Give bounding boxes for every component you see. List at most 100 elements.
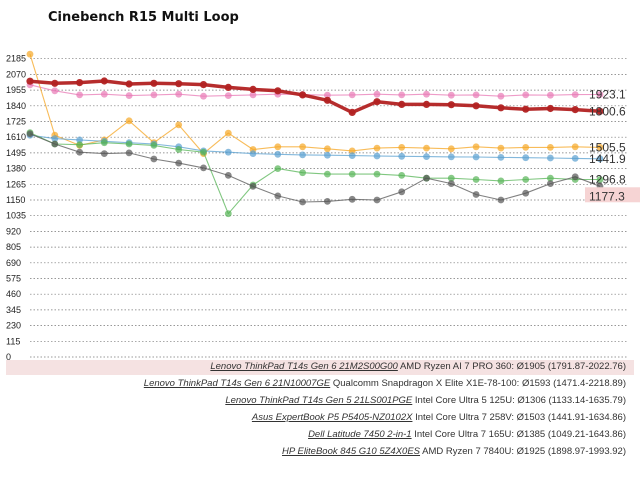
chart: Cinebench R15 Multi Loop 0 115 230 345 460 57…: [6, 10, 640, 362]
y-axis-ticks: 0 115 230 345 460 575 690 805 920 1035 1150 1265 138…: [6, 54, 26, 362]
data-point: [571, 143, 579, 151]
data-point: [100, 150, 108, 158]
legend-name[interactable]: Dell Latitude 7450 2-in-1: [308, 429, 412, 440]
y-tick-label: 115: [6, 336, 20, 346]
data-point: [249, 182, 257, 190]
y-tick-label: 805: [6, 242, 21, 252]
data-point: [522, 91, 530, 99]
y-tick-label: 690: [6, 258, 21, 268]
legend-summary: Ø1593 (1471.4-2218.89): [521, 378, 626, 389]
data-point: [522, 176, 530, 183]
data-point: [348, 170, 356, 178]
legend-item[interactable]: Asus ExpertBook P5 P5405-NZ0102X Intel C…: [252, 412, 626, 423]
data-point: [76, 91, 83, 99]
data-point: [571, 173, 579, 181]
data-point: [547, 174, 554, 182]
data-point: [423, 153, 430, 161]
legend-name[interactable]: Lenovo ThinkPad T14s Gen 6 21M2S00G00: [210, 361, 398, 372]
series-group: [26, 50, 604, 218]
data-point: [26, 130, 34, 138]
data-point: [497, 154, 505, 161]
data-point: [472, 153, 480, 161]
legend-spec: AMD Ryzen AI 7 PRO 360:: [399, 361, 515, 372]
data-point: [299, 91, 307, 99]
data-point: [472, 176, 480, 183]
data-point: [274, 143, 282, 151]
series-1: [26, 50, 604, 158]
data-point: [175, 90, 183, 98]
data-point: [522, 189, 530, 197]
legend-name[interactable]: Lenovo ThinkPad T14s Gen 6 21N10007GE: [143, 378, 331, 389]
legend-spec: AMD Ryzen 7 7840U:: [422, 446, 515, 457]
data-point: [522, 154, 530, 162]
data-point: [497, 92, 505, 100]
data-point: [547, 144, 554, 151]
data-point: [274, 87, 282, 95]
y-tick-label: 0: [6, 352, 11, 362]
data-point: [100, 77, 108, 85]
data-point: [100, 90, 108, 98]
legend-summary: Ø1306 (1133.14-1635.79): [517, 395, 626, 406]
legend-item[interactable]: Lenovo ThinkPad T14s Gen 5 21LS001PGE In…: [225, 395, 626, 406]
legend-item[interactable]: Lenovo ThinkPad T14s Gen 6 21N10007GE Qu…: [144, 378, 626, 389]
data-point: [447, 91, 455, 99]
series-line: [29, 84, 601, 97]
data-point: [200, 148, 207, 156]
data-point: [199, 81, 208, 89]
legend-name[interactable]: Asus ExpertBook P5 P5405-NZ0102X: [251, 412, 413, 423]
data-point: [175, 80, 183, 88]
data-point: [571, 91, 579, 98]
y-tick-label: 920: [6, 226, 21, 236]
data-point: [175, 159, 183, 167]
data-point: [373, 152, 381, 160]
data-point: [150, 79, 158, 87]
data-point: [472, 143, 480, 151]
legend-name[interactable]: Lenovo ThinkPad T14s Gen 5 21LS001PGE: [225, 395, 413, 406]
data-point: [447, 153, 455, 161]
data-point: [398, 172, 406, 179]
y-tick-label: 2070: [6, 69, 26, 79]
data-point: [323, 96, 331, 104]
y-tick-label: 1380: [6, 164, 26, 174]
data-point: [76, 141, 83, 149]
y-tick-label: 1610: [6, 132, 26, 142]
y-tick-label: 1035: [6, 211, 26, 221]
data-point: [249, 150, 257, 158]
data-point: [571, 155, 579, 162]
data-point: [125, 92, 133, 99]
data-point: [447, 101, 455, 109]
data-point: [423, 90, 430, 98]
data-point: [249, 91, 257, 99]
end-label-background: [585, 187, 640, 203]
data-point: [324, 170, 331, 178]
data-point: [522, 144, 530, 151]
legend-summary: Ø1905 (1791.87-2022.76): [516, 361, 626, 372]
data-point: [497, 104, 505, 112]
data-point: [224, 83, 232, 91]
series-3: [26, 131, 604, 163]
legend-name[interactable]: HP EliteBook 845 G10 5Z4X0ES: [282, 446, 421, 457]
data-point: [596, 155, 604, 163]
legend-item[interactable]: Dell Latitude 7450 2-in-1 Intel Core Ult…: [308, 429, 626, 440]
legend-item[interactable]: HP EliteBook 845 G10 5Z4X0ES AMD Ryzen 7…: [282, 446, 626, 457]
chart-title: Cinebench R15 Multi Loop: [48, 10, 239, 25]
end-label: 1296.8: [589, 173, 626, 187]
data-point: [224, 210, 232, 218]
legend-item[interactable]: Lenovo ThinkPad T14s Gen 6 21M2S00G00 AM…: [210, 361, 626, 372]
series-line: [29, 54, 601, 155]
data-point: [398, 152, 406, 160]
series-5: [26, 81, 604, 100]
data-point: [299, 169, 306, 177]
end-label: 1441.9: [589, 152, 626, 166]
y-tick-label: 1725: [6, 117, 26, 127]
data-point: [150, 91, 158, 99]
y-tick-label: 1955: [6, 85, 26, 95]
data-point: [51, 140, 59, 148]
data-point: [76, 79, 84, 87]
series-line: [29, 133, 601, 203]
data-point: [373, 196, 381, 204]
data-point: [200, 164, 207, 172]
data-point: [76, 148, 83, 156]
legend-summary: Ø1503 (1441.91-1634.86): [516, 412, 626, 423]
